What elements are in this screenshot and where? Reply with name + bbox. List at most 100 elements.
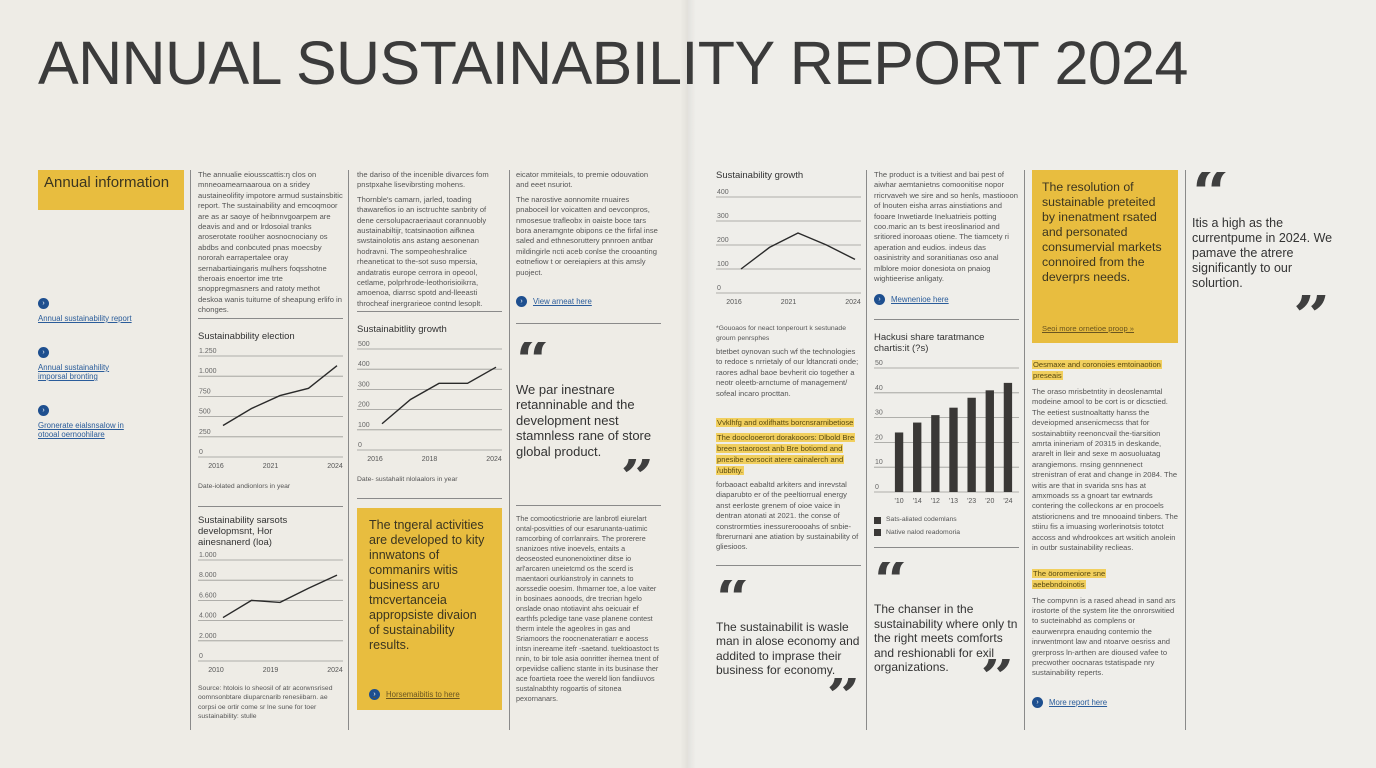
intro-text: The product is a tvitiest and bai pest o… [874, 170, 1018, 284]
line-chart-election: 1.250 1.000 750 500 250 0 2016 2021 2024 [198, 348, 343, 470]
open-quote-icon: “ [1192, 172, 1230, 212]
view-link[interactable]: › View arneat here [516, 295, 661, 307]
column-6: The resolution of sustainable preteited … [1032, 170, 1178, 708]
divider [874, 319, 1019, 321]
x-tick-label: 2024 [327, 463, 343, 470]
left-links: › Annual sustainability report › Annual su… [38, 292, 184, 439]
divider [198, 505, 343, 507]
y-tick-label: 1.000 [199, 552, 217, 559]
left-link-label[interactable]: Annual sustainahility imporsal bronting [38, 363, 110, 381]
x-tick-label: 2016 [208, 463, 224, 470]
chevron-right-icon: › [38, 347, 49, 358]
x-tick-label: 2018 [422, 456, 438, 463]
page-gutter [680, 0, 696, 768]
intro-text: The annualie eiousscattis:ŋ clos on mnne… [198, 170, 343, 315]
view-link-label[interactable]: View arneat here [533, 296, 592, 306]
x-tick-label: 2019 [263, 667, 279, 674]
intro-text: eicator mmiteials, to premie odouvation … [516, 170, 649, 190]
highlight-title: Vvklhfg and oxlifhatts borcnsrarnibetios… [716, 417, 861, 428]
callout-link[interactable]: Seoi more ornetioe proop » [1042, 324, 1135, 333]
body-text: btetbet oynovan such wf the technologies… [716, 347, 859, 398]
line-chart-sarsots: 1.000 8.000 6.600 4.000 2.000 0 2010 2019 2024 [198, 552, 343, 674]
line-chart-growth: 500 400 300 200 100 0 2016 2018 2024 [357, 341, 502, 463]
chevron-right-icon: › [516, 295, 527, 307]
column-divider [1024, 170, 1025, 730]
y-tick-label: 0 [199, 653, 203, 660]
x-tick-label: 2016 [367, 456, 383, 463]
y-tick-label: 0 [358, 442, 362, 449]
source-note: Source: htolois lo sheosil of atr acorwn… [198, 684, 333, 721]
legend-item: Sats-aliated codemlans [874, 515, 1019, 525]
y-tick-label: 10 [875, 460, 883, 467]
chart-title: Sustainability sarsots developmsnt, Hor … [198, 514, 288, 548]
divider [874, 547, 1019, 549]
chevron-right-icon: › [369, 689, 380, 701]
y-tick-label: 750 [199, 388, 211, 395]
chart-note: *Gouoaos for neact tonperourt k sestunad… [716, 325, 846, 342]
column-7: “ Itis a high as the currentpume in 2024… [1192, 172, 1337, 335]
callout-text: The tngeral activities are developed to … [369, 518, 485, 653]
intro-text: the dariso of the incenible divarces fom… [357, 170, 489, 190]
view-link-label[interactable]: Mewnenioe here [891, 295, 949, 305]
divider [716, 564, 861, 566]
y-tick-label: 30 [875, 410, 883, 417]
legend-label: Native nalod readomoria [886, 528, 961, 536]
left-panel: Annual information › Annual sustainabilit… [38, 170, 184, 439]
left-link-3[interactable]: › Gronerate eialsnsalow in otooal oernooh… [38, 399, 184, 439]
more-report-link-label[interactable]: More report here [1049, 697, 1108, 707]
x-tick-label: 2024 [327, 667, 343, 674]
body-text: The compvnn is a rased ahead in sand ars… [1032, 595, 1176, 678]
y-tick-label: 40 [875, 385, 883, 392]
left-link-label[interactable]: Gronerate eialsnsalow in otooal oernoohi… [38, 421, 124, 439]
x-tick-label: 2024 [845, 299, 861, 306]
column-2: the dariso of the incenible divarces fom… [357, 170, 502, 711]
column-divider [348, 170, 349, 730]
legend-label: Sats-aliated codemlans [886, 516, 957, 524]
y-tick-label: 250 [199, 429, 211, 436]
close-quote-icon: ” [1293, 295, 1331, 335]
left-link-1[interactable]: › Annual sustainability report [38, 292, 184, 323]
x-tick-label: 2010 [208, 667, 224, 674]
chevron-right-icon: › [874, 294, 885, 306]
y-tick-label: 500 [358, 341, 370, 348]
bar [894, 432, 904, 493]
y-tick-label: 20 [875, 435, 883, 442]
close-quote-icon: ” [980, 658, 1015, 695]
x-tick-label: 2021 [263, 463, 279, 470]
legend-item: Native nalod readomoria [874, 528, 1019, 538]
annual-information-heading: Annual information [38, 170, 184, 210]
report-title: ANNUAL SUSTAINABILITY REPORT 2024 [38, 29, 1188, 97]
column-divider [190, 170, 191, 730]
chevron-right-icon: › [38, 405, 49, 416]
body-text: Thornble's camarn, jarled, toading thawa… [357, 194, 487, 308]
body-text: The narostive aonnomite rnuaires pnaboce… [516, 194, 658, 277]
body-text: forbaoact eabaltd arkiters and inrevstal… [716, 480, 859, 552]
y-tick-label: 1.000 [199, 368, 217, 375]
x-tick-label: '12 [931, 498, 940, 505]
more-report-link[interactable]: › More report here [1032, 696, 1178, 708]
bar [985, 390, 994, 493]
chart-title: Sustainabitlity growth [357, 323, 447, 335]
divider [357, 498, 502, 500]
column-divider [1185, 170, 1186, 730]
y-tick-label: 6.600 [199, 592, 217, 599]
callout-box: The tngeral activities are developed to … [357, 508, 502, 711]
y-tick-label: 500 [199, 409, 211, 416]
x-tick-label: 2021 [781, 299, 797, 306]
y-tick-label: 100 [717, 261, 729, 268]
callout-link[interactable]: › Horsemaibitis to here [369, 689, 460, 701]
view-link[interactable]: › Mewnenioe here [874, 294, 1019, 306]
left-link-2[interactable]: › Annual sustainahility imporsal bronting [38, 341, 184, 381]
y-tick-label: 0 [717, 285, 721, 292]
x-tick-label: '10 [895, 498, 904, 505]
callout-link-label[interactable]: Horsemaibitis to here [386, 690, 460, 700]
y-tick-label: 100 [358, 422, 370, 429]
y-tick-label: 8.000 [199, 572, 217, 579]
y-tick-label: 50 [875, 360, 883, 367]
x-tick-label: '13 [949, 498, 958, 505]
divider [198, 318, 343, 319]
pull-quote: Itis a high as the currentpume in 2024. … [1192, 216, 1333, 290]
left-link-label[interactable]: Annual sustainability report [38, 314, 132, 323]
chart-caption: Date-iolated andionlors in year [198, 483, 291, 490]
body-text: The comooticstriorie are lanbrotl eiurel… [516, 514, 660, 704]
